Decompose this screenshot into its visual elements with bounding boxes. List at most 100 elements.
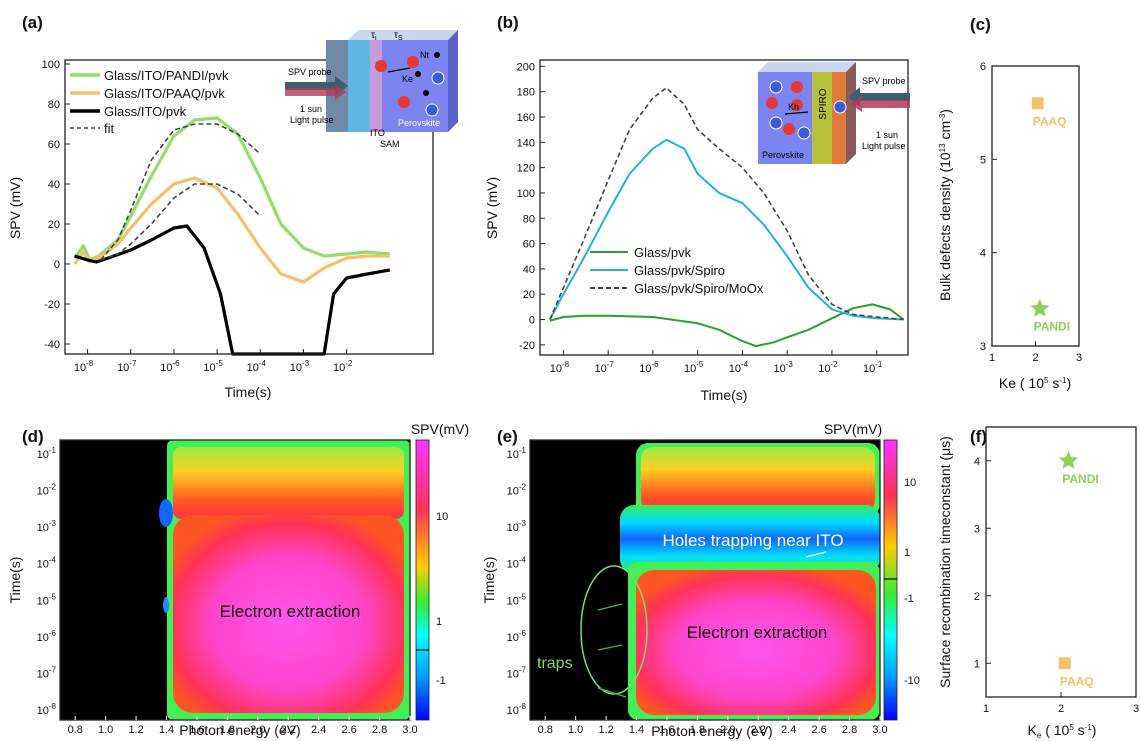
y-tick-label: 1 (974, 658, 980, 670)
y-tick-label: 40 (523, 264, 535, 276)
heatmap-e-holes-arrow (805, 551, 827, 558)
panel-d-x-ticks: 0.8 1.0 1.2 1.4 1.6 1.8 2.0 2.2 2.4 2.6 2.8 3.0 (68, 716, 418, 736)
series-line-a-0 (73, 116, 390, 262)
scatter-label-pandi: PANDI (1062, 472, 1098, 486)
x-tick-label: 1.4 (629, 724, 644, 736)
scatter-point-paaq (1031, 97, 1044, 110)
colorbar-d (415, 439, 430, 721)
scatter-label-paaq: PAAQ (1033, 114, 1067, 128)
x-tick-label: 10-6 (639, 360, 659, 375)
heatmap-d-blue-spot (159, 499, 173, 527)
inset-a-pulse: Light pulse (290, 115, 334, 125)
y-tick-label: 4 (980, 248, 986, 260)
x-tick-label: 10-6 (160, 359, 180, 374)
colorbar-e-tick: -1 (904, 593, 914, 605)
x-tick-label: 1.4 (159, 724, 174, 736)
y-tick-label: 2 (974, 591, 980, 603)
inset-a-nt: Nt (420, 50, 429, 60)
inset-b-hole (833, 100, 847, 114)
x-tick-label: 10-2 (333, 359, 353, 374)
panel-d-y-ticks: 10-8 10-7 10-6 10-5 10-4 10-3 10-2 10-1 (37, 446, 57, 717)
x-tick-label: 1.2 (128, 724, 143, 736)
inset-a-trap-dot (415, 71, 421, 77)
x-tick-label: 2.0 (720, 724, 735, 736)
y-tick-label: 180 (517, 87, 535, 99)
inset-b-electron (783, 123, 795, 135)
inset-b-sun: 1 sun (876, 130, 898, 140)
inset-a-electron (398, 96, 410, 108)
inset-b-side-face (846, 62, 856, 164)
inset-b-hole (797, 126, 811, 140)
panel-b-xlabel: Time(s) (701, 387, 748, 403)
inset-a-tau-i: τi (371, 30, 377, 42)
series-line-a-1 (73, 176, 390, 284)
x-tick-label: 10-8 (550, 360, 570, 375)
x-tick-label: 2.8 (372, 724, 387, 736)
panel-e-heatmap: Holes trapping near ITO Electron extract… (529, 439, 881, 721)
panel-e-xlabel: Photon energy (eV) (651, 723, 772, 739)
y-tick-label: -40 (44, 339, 60, 351)
heatmap-e-trap-arrow (597, 603, 623, 611)
x-tick-label: 1 (983, 703, 989, 715)
inset-a-sam-label: SAM (380, 139, 400, 149)
panel-e-x-ticks: 0.8 1.0 1.2 1.4 1.6 1.8 2.0 2.2 2.4 2.6 2.8 3.0 (538, 716, 888, 736)
colorbar-e-tick: -10 (904, 675, 920, 687)
y-tick-label: 4 (974, 456, 980, 468)
panel-b-legend: Glass/pvk Glass/pvk/Spiro Glass/pvk/Spir… (590, 245, 764, 296)
y-tick-label: 10-8 (507, 702, 527, 717)
y-tick-label: 100 (517, 188, 535, 200)
x-tick-label: 3.0 (402, 724, 417, 736)
x-tick-label: 1.0 (98, 724, 113, 736)
y-tick-label: 10-4 (507, 556, 527, 571)
panel-a-series (73, 116, 391, 356)
heatmap-e-annotation-traps: traps (537, 655, 573, 672)
panel-a-legend: Glass/ITO/PANDI/pvk Glass/ITO/PAAQ/pvk G… (70, 68, 229, 136)
panel-c-y-ticks: 3 4 5 6 (980, 61, 997, 353)
heatmap-e-annotation-holes: Holes trapping near ITO (662, 531, 843, 550)
inset-a-hole (431, 71, 445, 85)
heatmap-e-traps-ellipse (580, 565, 648, 695)
panel-a-frame (64, 59, 434, 355)
x-tick-label: 1.6 (659, 724, 674, 736)
y-tick-label: -20 (519, 340, 535, 352)
y-tick-label: 60 (523, 239, 535, 251)
inset-a-sun: 1 sun (300, 104, 322, 114)
y-tick-label: 10-3 (37, 519, 57, 534)
y-tick-label: 100 (42, 59, 60, 71)
colorbar-e-ticks: 10 1 -1 -10 (904, 477, 920, 687)
y-tick-label: 10-2 (507, 483, 527, 498)
legend-label-spiro: Glass/pvk/Spiro (634, 263, 725, 278)
panel-a-label: (a) (22, 13, 43, 32)
y-tick-label: 80 (523, 213, 535, 225)
y-tick-label: 0 (54, 259, 60, 271)
inset-a-electron (375, 60, 387, 72)
panel-b-y-ticks: -20 0 20 40 60 80 100 120 140 160 180 200 (517, 61, 545, 352)
panel-e-ylabel: Time(s) (481, 557, 497, 604)
inset-b-electron (791, 99, 803, 111)
x-tick-label: 10-3 (774, 360, 794, 375)
panel-c-x-ticks: 1 2 3 (989, 341, 1082, 364)
panel-c-label: (c) (970, 15, 991, 34)
heatmap-e-hole-trapping-band (620, 505, 880, 573)
y-tick-label: 10-5 (507, 592, 527, 607)
heatmap-d-blue-spot (163, 597, 169, 613)
y-tick-label: 160 (517, 112, 535, 124)
legend-label-pandi: Glass/ITO/PANDI/pvk (104, 68, 229, 83)
inset-a-hole (425, 103, 439, 117)
panel-b-series (549, 87, 905, 348)
y-tick-label: 10-2 (37, 483, 57, 498)
x-tick-label: 10-5 (684, 360, 704, 375)
x-tick-label: 2 (1058, 703, 1064, 715)
panel-b-inset-schematic: SPIRO Perovskite Kh SPV probe 1 sun Ligh… (758, 62, 910, 164)
inset-a-side-face (448, 30, 458, 132)
legend-label-fit: fit (104, 121, 115, 136)
colorbar-d-tick: 10 (436, 511, 448, 523)
inset-a-ito-layer (348, 40, 370, 132)
panel-b-plot: 10-8 10-7 10-6 10-5 10-4 10-3 10-2 10-1 -20 0 20 4… (517, 59, 909, 375)
x-tick-label: 2.0 (250, 724, 265, 736)
inset-a-ke: Ke (402, 74, 413, 84)
x-tick-label: 1 (989, 352, 995, 364)
scatter-point-pandi (1030, 298, 1050, 317)
inset-b-hole (769, 116, 783, 130)
colorbar-e-tick: 1 (904, 547, 910, 559)
